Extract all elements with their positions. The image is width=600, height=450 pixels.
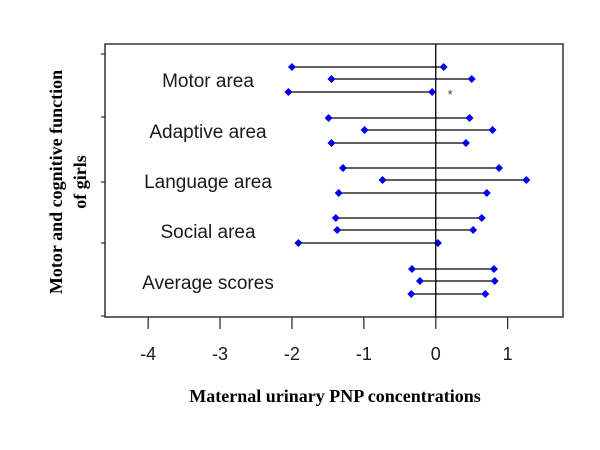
y-axis-title-line-1: Motor and cognitive function bbox=[46, 70, 66, 294]
interval-lower-marker bbox=[415, 277, 424, 285]
interval-upper-marker bbox=[490, 277, 499, 285]
interval-upper-marker bbox=[489, 265, 498, 273]
significance-asterisk: * bbox=[448, 87, 453, 102]
interval-upper-marker bbox=[439, 63, 448, 71]
category-label: Social area bbox=[160, 222, 255, 243]
x-tick-label: -3 bbox=[212, 344, 228, 364]
interval-lower-marker bbox=[331, 214, 340, 222]
interval-lower-marker bbox=[338, 164, 347, 172]
x-tick-label: -2 bbox=[284, 344, 300, 364]
interval-lower-marker bbox=[327, 75, 336, 83]
interval-upper-marker bbox=[428, 88, 437, 96]
interval-lower-marker bbox=[360, 126, 369, 134]
x-tick-label: 1 bbox=[503, 344, 513, 364]
y-axis-title-line-2-text: of girls bbox=[70, 155, 90, 209]
interval-upper-marker bbox=[495, 164, 504, 172]
x-tick-label: 0 bbox=[431, 344, 441, 364]
interval-upper-marker bbox=[461, 139, 470, 147]
interval-lower-marker bbox=[378, 176, 387, 184]
x-tick-label: -4 bbox=[140, 344, 156, 364]
interval-lower-marker bbox=[284, 88, 293, 96]
interval-lower-marker bbox=[327, 139, 336, 147]
y-axis-title-line-2: of girls bbox=[70, 155, 90, 209]
interval-lower-marker bbox=[333, 226, 342, 234]
plot-frame bbox=[104, 43, 564, 318]
interval-lower-marker bbox=[294, 239, 303, 247]
y-axis-title: Motor and cognitive function bbox=[46, 70, 66, 294]
interval-upper-marker bbox=[482, 189, 491, 197]
interval-lower-marker bbox=[287, 63, 296, 71]
interval-upper-marker bbox=[477, 214, 486, 222]
category-label: Motor area bbox=[162, 71, 254, 92]
interval-lower-marker bbox=[408, 265, 417, 273]
interval-upper-marker bbox=[469, 226, 478, 234]
category-label: Language area bbox=[144, 172, 272, 193]
category-label: Adaptive area bbox=[149, 122, 267, 143]
x-axis-title: Maternal urinary PNP concentrations bbox=[189, 386, 480, 406]
interval-upper-marker bbox=[488, 126, 497, 134]
interval-upper-marker bbox=[481, 290, 490, 298]
category-label: Average scores bbox=[142, 273, 274, 294]
interval-lower-marker bbox=[407, 290, 416, 298]
interval-lower-marker bbox=[334, 189, 343, 197]
interval-upper-marker bbox=[522, 176, 531, 184]
interval-upper-marker bbox=[467, 75, 476, 83]
x-tick-label: -1 bbox=[356, 344, 372, 364]
interval-lower-marker bbox=[324, 114, 333, 122]
interval-upper-marker bbox=[465, 114, 474, 122]
